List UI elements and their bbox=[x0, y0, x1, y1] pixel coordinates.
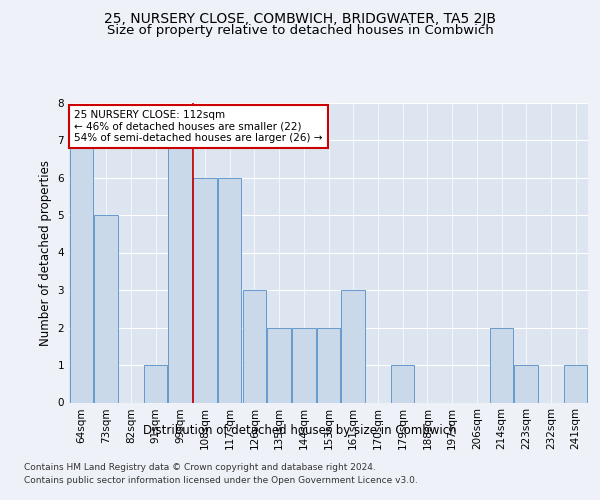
Y-axis label: Number of detached properties: Number of detached properties bbox=[39, 160, 52, 346]
Bar bbox=[218, 178, 241, 402]
Text: Contains public sector information licensed under the Open Government Licence v3: Contains public sector information licen… bbox=[24, 476, 418, 485]
Text: 25 NURSERY CLOSE: 112sqm
← 46% of detached houses are smaller (22)
54% of semi-d: 25 NURSERY CLOSE: 112sqm ← 46% of detach… bbox=[74, 110, 323, 143]
Bar bbox=[70, 140, 93, 402]
Bar bbox=[292, 328, 316, 402]
Bar bbox=[268, 328, 291, 402]
Bar bbox=[317, 328, 340, 402]
Bar bbox=[564, 365, 587, 403]
Bar bbox=[193, 178, 217, 402]
Text: Size of property relative to detached houses in Combwich: Size of property relative to detached ho… bbox=[107, 24, 493, 37]
Bar bbox=[391, 365, 415, 403]
Bar bbox=[94, 215, 118, 402]
Bar bbox=[514, 365, 538, 403]
Bar bbox=[242, 290, 266, 403]
Bar bbox=[169, 140, 192, 402]
Bar bbox=[144, 365, 167, 403]
Bar bbox=[341, 290, 365, 403]
Text: Distribution of detached houses by size in Combwich: Distribution of detached houses by size … bbox=[143, 424, 457, 437]
Text: Contains HM Land Registry data © Crown copyright and database right 2024.: Contains HM Land Registry data © Crown c… bbox=[24, 462, 376, 471]
Bar bbox=[490, 328, 513, 402]
Text: 25, NURSERY CLOSE, COMBWICH, BRIDGWATER, TA5 2JB: 25, NURSERY CLOSE, COMBWICH, BRIDGWATER,… bbox=[104, 12, 496, 26]
